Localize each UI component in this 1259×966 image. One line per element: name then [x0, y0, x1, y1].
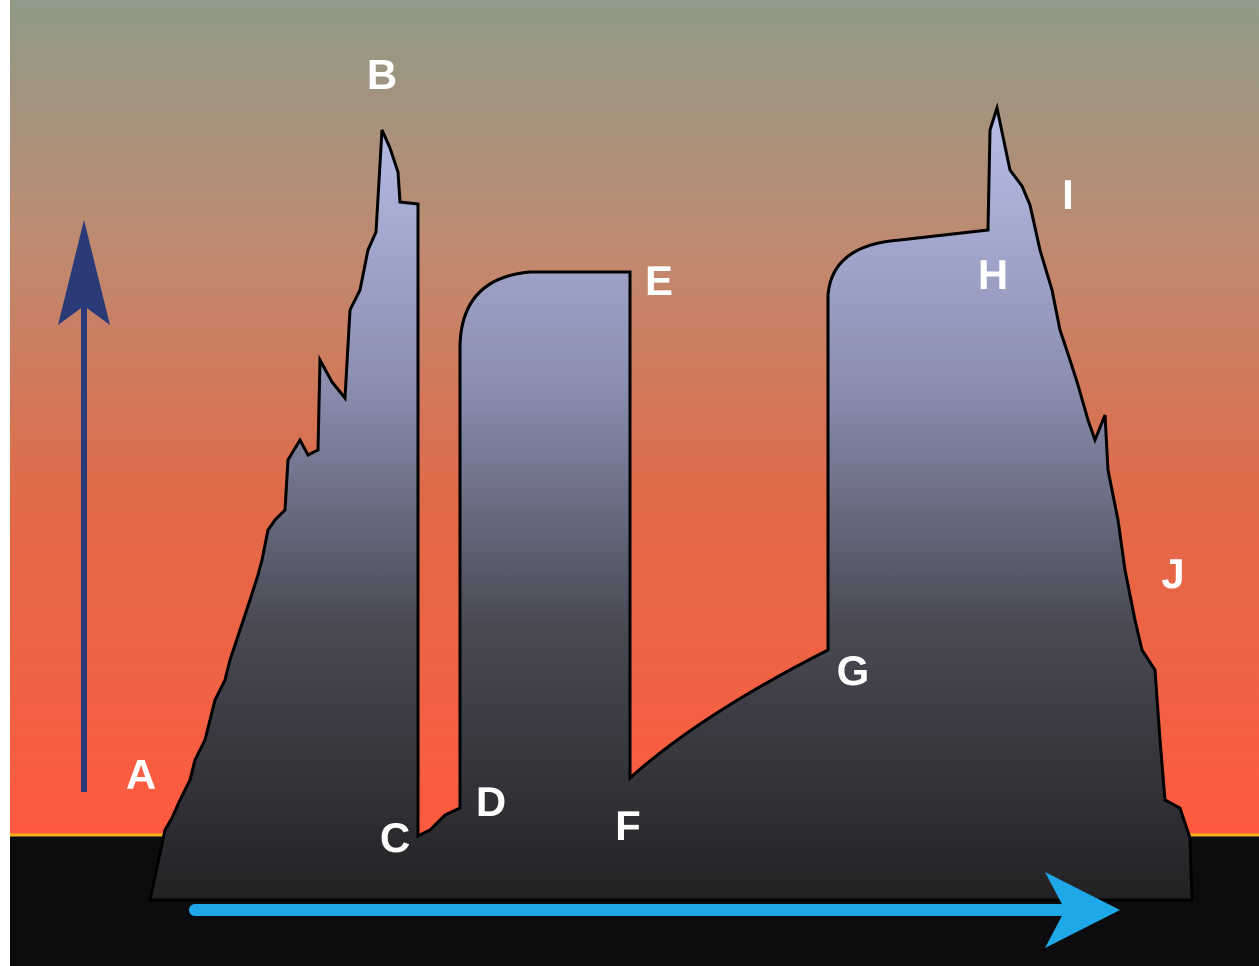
label: A: [126, 751, 156, 798]
label: C: [380, 814, 410, 861]
label: F: [615, 802, 641, 849]
label: G: [837, 647, 870, 694]
diagram: A B C D E F G H I J: [0, 0, 1259, 966]
label: H: [978, 251, 1008, 298]
label: E: [645, 257, 673, 304]
label: J: [1161, 550, 1184, 597]
label: I: [1062, 171, 1074, 218]
label: D: [476, 778, 506, 825]
label: B: [367, 51, 397, 98]
